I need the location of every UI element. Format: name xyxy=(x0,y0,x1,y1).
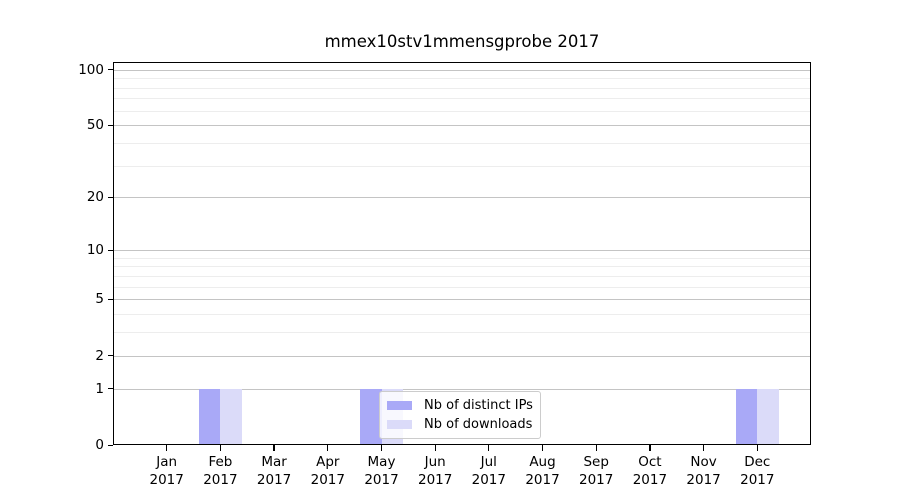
gridline-minor xyxy=(113,286,811,288)
y-tick-mark xyxy=(107,249,113,251)
x-tick-year: 2017 xyxy=(579,472,614,488)
x-tick-year: 2017 xyxy=(256,472,292,488)
x-tick-year: 2017 xyxy=(740,472,775,488)
x-tick-mark xyxy=(649,445,651,451)
x-tick-mark xyxy=(380,445,383,451)
x-tick-label-apr: Apr 2017 xyxy=(293,453,363,489)
x-tick-mark xyxy=(434,445,436,451)
x-tick-mark xyxy=(595,445,597,451)
x-tick-label-oct: Oct 2017 xyxy=(615,453,685,489)
y-tick-mark xyxy=(107,298,113,301)
x-tick-mark xyxy=(488,445,490,451)
y-tick-mark xyxy=(107,355,113,357)
gridline-major xyxy=(113,250,811,251)
x-tick-mark xyxy=(219,445,221,451)
x-tick-month: Apr xyxy=(316,454,340,470)
x-tick-mark xyxy=(541,445,544,451)
x-tick-month: Sep xyxy=(583,454,609,470)
x-tick-month: Jul xyxy=(480,454,497,470)
gridline-minor xyxy=(113,257,811,259)
gridline-minor xyxy=(113,110,811,112)
bar-nb-of-downloads-dec xyxy=(757,388,779,445)
y-tick-mark xyxy=(107,388,113,390)
x-tick-mark xyxy=(327,445,329,451)
bar-nb-of-distinct-ips-feb xyxy=(198,388,221,445)
x-tick-mark xyxy=(756,445,758,451)
x-tick-year: 2017 xyxy=(203,472,238,488)
y-tick-mark xyxy=(107,444,113,446)
x-tick-month: Dec xyxy=(744,454,771,470)
bar-nb-of-distinct-ips-dec xyxy=(735,388,758,445)
legend-swatch-distinct-ips-icon xyxy=(387,400,412,410)
legend-item-distinct-ips: Nb of distinct IPs xyxy=(387,396,533,414)
x-tick-label-feb: Feb 2017 xyxy=(185,453,255,489)
y-tick-label: 10 xyxy=(86,242,104,258)
x-tick-year: 2017 xyxy=(471,472,506,488)
x-tick-month: May xyxy=(367,454,396,470)
x-tick-label-jun: Jun 2017 xyxy=(400,453,470,489)
y-tick-label: 50 xyxy=(86,117,104,134)
gridline-minor xyxy=(113,87,811,89)
gridline-major xyxy=(113,355,811,357)
x-tick-year: 2017 xyxy=(310,472,345,488)
x-tick-month: Jan xyxy=(156,454,178,470)
x-tick-label-nov: Nov 2017 xyxy=(669,453,739,489)
x-tick-label-jan: Jan 2017 xyxy=(132,453,202,489)
x-tick-year: 2017 xyxy=(149,472,184,488)
y-tick-label: 20 xyxy=(86,189,104,206)
gridline-major xyxy=(113,388,811,390)
x-tick-label-aug: Aug 2017 xyxy=(508,453,578,489)
x-tick-month: Oct xyxy=(638,454,662,470)
x-tick-month: Feb xyxy=(208,454,233,470)
gridline-minor xyxy=(113,143,811,144)
x-tick-month: Nov xyxy=(690,454,717,470)
gridline-major xyxy=(113,69,811,71)
legend-swatch-downloads-icon xyxy=(387,419,412,429)
y-tick-mark xyxy=(107,69,113,71)
chart-title: mmex10stv1mmensgprobe 2017 xyxy=(324,32,600,51)
gridline-major xyxy=(113,299,811,301)
x-tick-month: Mar xyxy=(261,454,287,470)
legend-label-distinct-ips: Nb of distinct IPs xyxy=(424,397,533,413)
legend: Nb of distinct IPs Nb of downloads xyxy=(379,391,541,439)
x-tick-year: 2017 xyxy=(364,472,399,488)
y-tick-mark xyxy=(107,124,113,126)
x-tick-month: Jun xyxy=(424,454,446,470)
x-tick-mark xyxy=(166,445,168,451)
x-tick-mark xyxy=(703,445,705,451)
x-tick-year: 2017 xyxy=(632,472,668,488)
gridline-minor xyxy=(113,78,811,80)
x-tick-mark xyxy=(273,445,275,451)
x-tick-year: 2017 xyxy=(418,472,453,488)
x-tick-label-sep: Sep 2017 xyxy=(561,453,631,489)
gridline-minor xyxy=(113,332,811,334)
x-tick-label-jul: Jul 2017 xyxy=(454,453,524,489)
y-tick-label: 0 xyxy=(95,437,104,453)
plot-border xyxy=(113,62,811,445)
y-tick-label: 100 xyxy=(78,61,104,78)
x-tick-label-dec: Dec 2017 xyxy=(722,453,792,489)
gridline-minor xyxy=(113,275,811,277)
x-tick-month: Aug xyxy=(529,454,556,470)
y-tick-label: 2 xyxy=(95,347,104,364)
legend-item-downloads: Nb of downloads xyxy=(387,415,533,433)
legend-label-downloads: Nb of downloads xyxy=(424,416,533,432)
bar-nb-of-downloads-feb xyxy=(220,388,242,445)
y-tick-label: 1 xyxy=(95,380,104,397)
x-tick-label-may: May 2017 xyxy=(347,453,417,489)
x-tick-year: 2017 xyxy=(686,472,721,488)
gridline-minor xyxy=(113,98,811,100)
x-tick-label-mar: Mar 2017 xyxy=(239,453,309,489)
gridline-major xyxy=(113,197,811,199)
y-tick-label: 5 xyxy=(95,291,104,308)
y-tick-mark xyxy=(107,196,113,199)
gridline-minor xyxy=(113,165,811,167)
gridline-major xyxy=(113,125,811,127)
gridline-minor xyxy=(113,266,811,268)
plot-area: Nb of distinct IPs Nb of downloads 0 1 2 5 1… xyxy=(78,62,811,488)
bar-nb-of-distinct-ips-may xyxy=(360,388,382,445)
x-tick-year: 2017 xyxy=(525,472,560,488)
gridline-minor xyxy=(113,314,811,316)
